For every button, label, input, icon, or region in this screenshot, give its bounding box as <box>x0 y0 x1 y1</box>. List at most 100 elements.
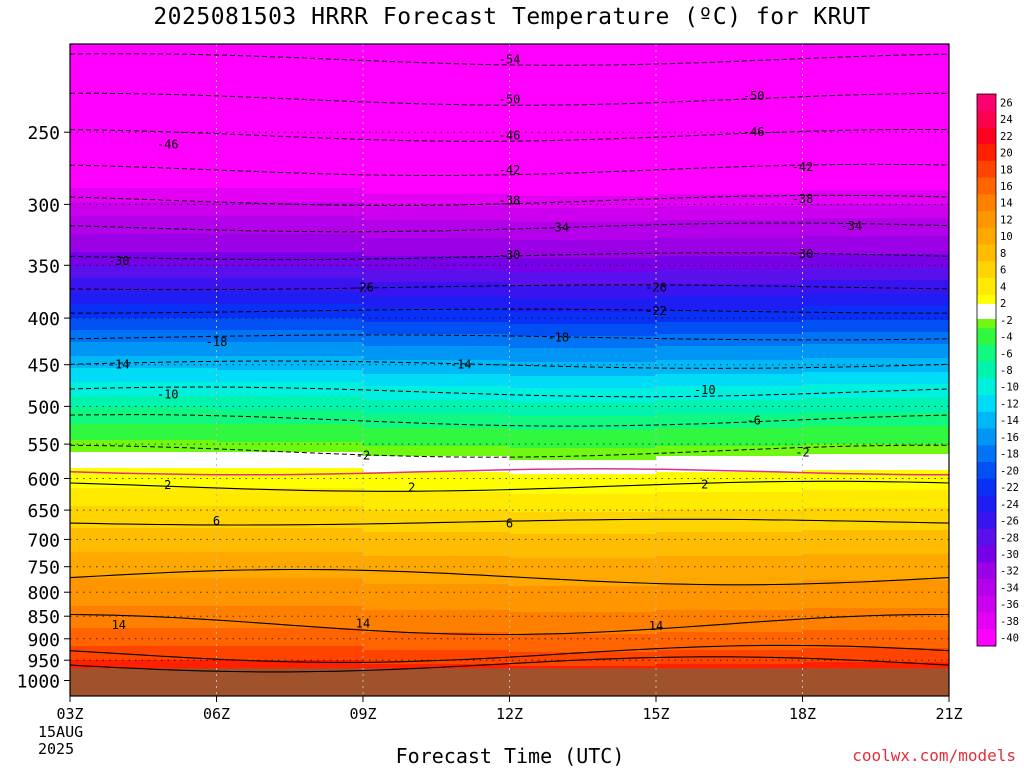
temperature-band <box>70 508 218 511</box>
colorbar-swatch <box>977 445 996 463</box>
temperature-band <box>216 442 364 445</box>
temperature-band <box>802 608 949 611</box>
temperature-band <box>656 74 804 77</box>
temperature-band <box>656 192 804 195</box>
temperature-band <box>509 218 657 221</box>
temperature-band <box>363 72 511 75</box>
temperature-band <box>216 448 364 451</box>
temperature-band <box>363 312 511 315</box>
temperature-band <box>363 118 511 121</box>
temperature-band <box>509 344 657 347</box>
contour-label: -10 <box>694 383 716 397</box>
temperature-band <box>70 74 218 77</box>
temperature-band <box>802 286 949 289</box>
temperature-band <box>509 132 657 135</box>
temperature-band <box>656 378 804 381</box>
temperature-band <box>802 306 949 309</box>
temperature-band <box>509 260 657 263</box>
temperature-band <box>509 310 657 313</box>
temperature-band <box>802 176 949 179</box>
temperature-band <box>509 204 657 207</box>
temperature-band <box>802 594 949 597</box>
temperature-band <box>216 610 364 613</box>
temperature-band <box>802 428 949 431</box>
temperature-band <box>216 420 364 423</box>
temperature-band <box>802 294 949 297</box>
colorbar-label: -28 <box>1000 532 1019 544</box>
temperature-band <box>509 422 657 425</box>
temperature-band <box>509 458 657 461</box>
temperature-band <box>70 228 218 231</box>
x-tick-label: 21Z <box>935 705 962 723</box>
temperature-band <box>656 110 804 113</box>
temperature-band <box>802 302 949 305</box>
temperature-band <box>656 256 804 259</box>
temperature-band <box>216 366 364 369</box>
temperature-band <box>509 476 657 479</box>
temperature-band <box>509 106 657 109</box>
temperature-band <box>70 662 218 665</box>
temperature-band <box>509 546 657 549</box>
temperature-band <box>216 418 364 421</box>
temperature-band <box>363 110 511 113</box>
temperature-band <box>802 384 949 387</box>
temperature-band <box>656 96 804 99</box>
temperature-band <box>509 222 657 225</box>
temperature-band <box>802 658 949 661</box>
temperature-band <box>363 248 511 251</box>
temperature-band <box>509 194 657 197</box>
temperature-band <box>363 510 511 513</box>
temperature-band <box>509 608 657 611</box>
temperature-band <box>656 214 804 217</box>
temperature-band <box>656 258 804 261</box>
temperature-band <box>656 94 804 97</box>
temperature-band <box>656 308 804 311</box>
temperature-band <box>656 478 804 481</box>
temperature-band <box>656 566 804 569</box>
temperature-band <box>363 648 511 651</box>
temperature-band <box>509 316 657 319</box>
temperature-band <box>656 276 804 279</box>
temperature-band <box>216 88 364 91</box>
temperature-band <box>216 44 364 47</box>
temperature-band <box>216 200 364 203</box>
temperature-band <box>216 114 364 117</box>
temperature-band <box>802 554 949 557</box>
temperature-band <box>656 92 804 95</box>
temperature-band <box>802 590 949 593</box>
contour-line-solid <box>70 613 949 636</box>
temperature-band <box>70 606 218 609</box>
temperature-band <box>802 550 949 553</box>
temperature-band <box>363 462 511 465</box>
temperature-band <box>802 256 949 259</box>
temperature-band <box>509 160 657 163</box>
temperature-band <box>216 620 364 623</box>
temperature-band <box>70 274 218 277</box>
temperature-band <box>363 302 511 305</box>
temperature-band <box>802 166 949 169</box>
temperature-band <box>656 514 804 517</box>
temperature-band <box>656 128 804 131</box>
temperature-band <box>363 228 511 231</box>
temperature-band <box>70 570 218 573</box>
temperature-band <box>216 666 364 669</box>
temperature-band <box>70 190 218 193</box>
temperature-band <box>509 480 657 483</box>
temperature-band <box>70 286 218 289</box>
temperature-band <box>802 592 949 595</box>
temperature-band <box>656 648 804 651</box>
y-tick-label: 400 <box>27 309 60 330</box>
temperature-band <box>656 366 804 369</box>
temperature-band <box>363 280 511 283</box>
temperature-band <box>70 616 218 619</box>
temperature-band <box>216 326 364 329</box>
temperature-band <box>509 512 657 515</box>
contour-label: -42 <box>499 163 521 177</box>
temperature-band <box>363 182 511 185</box>
temperature-band <box>656 568 804 571</box>
temperature-band <box>70 374 218 377</box>
temperature-band <box>70 52 218 55</box>
temperature-band <box>70 506 218 509</box>
temperature-band <box>363 140 511 143</box>
temperature-band <box>656 396 804 399</box>
